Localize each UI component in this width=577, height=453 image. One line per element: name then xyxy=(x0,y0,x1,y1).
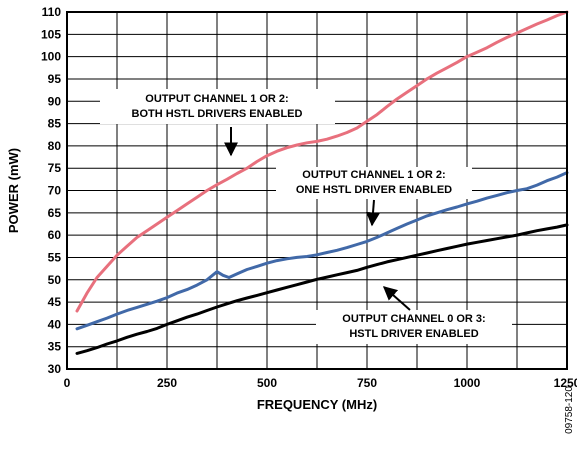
annotation-label-one: OUTPUT CHANNEL 1 OR 2: xyxy=(302,169,445,181)
x-tick-label: 0 xyxy=(64,376,71,390)
y-tick-label: 110 xyxy=(42,5,62,19)
y-tick-label: 90 xyxy=(48,94,62,108)
y-tick-label: 60 xyxy=(48,228,62,242)
y-tick-label: 40 xyxy=(48,317,62,331)
y-tick-label: 100 xyxy=(41,50,61,64)
y-tick-label: 35 xyxy=(48,340,62,354)
y-tick-label: 95 xyxy=(48,72,62,86)
tick-labels: 30 35 40 45 50 55 60 65 70 75 80 85 90 95 100 105 110 0 25… xyxy=(41,5,577,390)
annotation-box-zero xyxy=(316,310,512,344)
y-tick-label: 65 xyxy=(48,206,62,220)
x-axis-title: FREQUENCY (MHz) xyxy=(257,397,377,412)
series-lines xyxy=(75,10,569,355)
y-tick-label: 50 xyxy=(48,273,62,287)
y-tick-label: 105 xyxy=(41,27,61,41)
x-tick-label: 500 xyxy=(257,376,277,390)
annotation-label-one: ONE HSTL DRIVER ENABLED xyxy=(296,184,452,196)
y-tick-label: 85 xyxy=(48,117,62,131)
y-tick-label: 30 xyxy=(48,362,62,376)
plot-frame xyxy=(66,11,568,370)
annotation-label-zero: HSTL DRIVER ENABLED xyxy=(349,328,478,340)
figure-id: 09758-120 xyxy=(564,386,575,434)
annotation-arrow-zero xyxy=(382,286,411,311)
y-tick-label: 55 xyxy=(48,250,62,264)
y-tick-label: 70 xyxy=(48,184,62,198)
series-line-both xyxy=(75,10,569,313)
series-line-zero xyxy=(75,223,569,355)
y-tick-label: 75 xyxy=(48,161,62,175)
y-axis-title: POWER (mW) xyxy=(6,148,21,233)
annotation-label-both: BOTH HSTL DRIVERS ENABLED xyxy=(132,108,303,120)
annotations: OUTPUT CHANNEL 1 OR 2: BOTH HSTL DRIVERS … xyxy=(100,89,512,344)
y-tick-label: 80 xyxy=(48,139,62,153)
annotation-arrow-one xyxy=(366,199,380,227)
x-tick-label: 250 xyxy=(157,376,177,390)
x-tick-label: 1250 xyxy=(554,376,577,390)
annotation-box-both xyxy=(100,89,335,124)
x-tick-label: 1000 xyxy=(454,376,481,390)
annotation-box-one xyxy=(276,167,472,199)
annotation-label-zero: OUTPUT CHANNEL 0 OR 3: xyxy=(342,313,485,325)
x-tick-label: 750 xyxy=(357,376,377,390)
y-tick-label: 45 xyxy=(48,295,62,309)
series-line-one xyxy=(75,171,569,331)
annotation-label-both: OUTPUT CHANNEL 1 OR 2: xyxy=(145,93,288,105)
